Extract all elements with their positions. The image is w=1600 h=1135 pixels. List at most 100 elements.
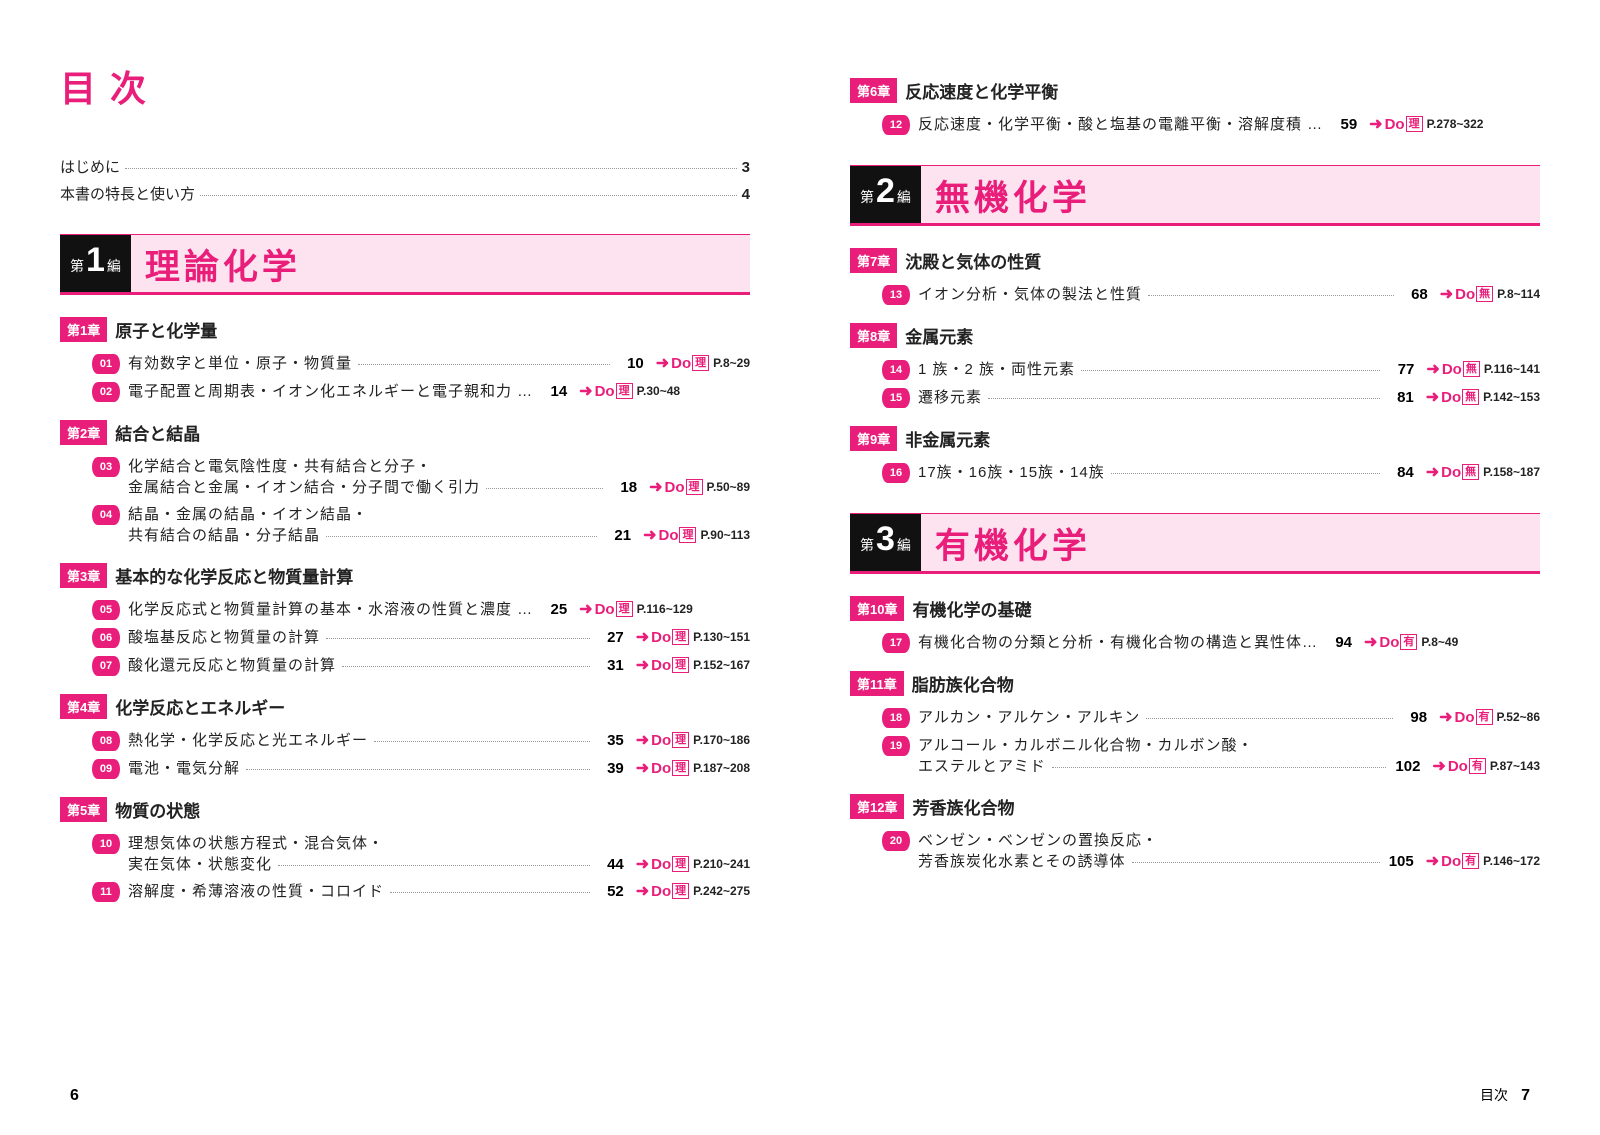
item-line: 化学結合と電気陰性度・共有結合と分子・ (128, 455, 750, 476)
ref-pages: P.116~129 (637, 602, 693, 616)
reference-link[interactable]: ➜ Do 理 P.130~151 (636, 627, 750, 647)
reference-link[interactable]: ➜ Do 有 P.8~49 (1364, 632, 1458, 652)
toc-item: 02電子配置と周期表・イオン化エネルギーと電子親和力 …14 ➜ Do 理 P.… (92, 380, 750, 402)
chapter-header: 第12章 芳香族化合物 (850, 794, 1540, 819)
arrow-icon: ➜ (643, 525, 656, 545)
part-header-bar: 第 2 編 無機化学 (850, 165, 1540, 226)
chapter-badge: 第1章 (60, 317, 107, 342)
item-page: 21 (603, 527, 631, 544)
item-number-badge: 01 (92, 354, 120, 374)
ref-do-label: Do (1441, 389, 1461, 406)
chapter-badge: 第4章 (60, 694, 107, 719)
arrow-icon: ➜ (1426, 387, 1439, 407)
reference-link[interactable]: ➜ Do 理 P.50~89 (649, 477, 750, 497)
item-body: 1 族・2 族・両性元素77 ➜ Do 無 P.116~141 (918, 358, 1540, 379)
main-title: 目次 (60, 60, 750, 112)
part-number: 2 (876, 174, 895, 208)
reference-link[interactable]: ➜ Do 理 P.90~113 (643, 525, 750, 545)
item-text: 有効数字と単位・原子・物質量 (128, 352, 352, 373)
reference-link[interactable]: ➜ Do 有 P.52~86 (1439, 707, 1540, 727)
reference-link[interactable]: ➜ Do 有 P.146~172 (1426, 851, 1540, 871)
item-text: イオン分析・気体の製法と性質 (918, 283, 1142, 304)
ref-tag: 理 (672, 657, 689, 673)
item-text: 1 族・2 族・両性元素 (918, 358, 1075, 379)
reference-link[interactable]: ➜ Do 理 P.152~167 (636, 655, 750, 675)
ref-tag: 理 (616, 383, 633, 399)
part-title: 理論化学 (131, 235, 750, 292)
item-page: 25 (539, 601, 567, 618)
toc-item: 01 有効数字と単位・原子・物質量10 ➜ Do 理 P.8~29 (92, 352, 750, 374)
chapter-badge: 第12章 (850, 794, 904, 819)
chapter-header: 第11章 脂肪族化合物 (850, 671, 1540, 696)
ref-do-label: Do (1441, 853, 1461, 870)
arrow-icon: ➜ (656, 353, 669, 373)
item-line: 有効数字と単位・原子・物質量10 ➜ Do 理 P.8~29 (128, 352, 750, 373)
part-number: 3 (876, 522, 895, 556)
reference-link[interactable]: ➜ Do 無 P.8~114 (1440, 284, 1540, 304)
item-page: 102 (1392, 758, 1420, 775)
arrow-icon: ➜ (636, 758, 649, 778)
reference-link[interactable]: ➜ Do 理 P.187~208 (636, 758, 750, 778)
ref-do-label: Do (1379, 634, 1399, 651)
chapter-title: 金属元素 (905, 323, 973, 348)
item-page: 94 (1324, 634, 1352, 651)
ref-do-label: Do (1455, 286, 1475, 303)
intro-row: はじめに 3 (60, 156, 750, 177)
arrow-icon: ➜ (636, 854, 649, 874)
toc-item: 08熱化学・化学反応と光エネルギー35 ➜ Do 理 P.170~186 (92, 729, 750, 751)
ref-do-label: Do (595, 601, 615, 618)
item-text: 有機化合物の分類と分析・有機化合物の構造と異性体… (918, 631, 1318, 652)
chapter-badge: 第11章 (850, 671, 904, 696)
item-body: 化学結合と電気陰性度・共有結合と分子・金属結合と金属・イオン結合・分子間で働く引… (128, 455, 750, 497)
reference-link[interactable]: ➜ Do 無 P.116~141 (1426, 359, 1540, 379)
chapter-title: 基本的な化学反応と物質量計算 (115, 563, 353, 588)
ref-do-label: Do (671, 355, 691, 372)
reference-link[interactable]: ➜ Do 理 P.30~48 (579, 381, 680, 401)
part-prefix: 第 (860, 535, 874, 555)
ref-tag: 有 (1462, 853, 1479, 869)
item-line: 反応速度・化学平衡・酸と塩基の電離平衡・溶解度積 …59 ➜ Do 理 P.27… (918, 113, 1540, 134)
part-suffix: 編 (897, 187, 911, 207)
item-number-badge: 19 (882, 736, 910, 756)
reference-link[interactable]: ➜ Do 理 P.170~186 (636, 730, 750, 750)
chapter-title: 物質の状態 (115, 797, 200, 822)
toc-item: 20ベンゼン・ベンゼンの置換反応・芳香族炭化水素とその誘導体105 ➜ Do 有… (882, 829, 1540, 871)
ref-tag: 無 (1476, 286, 1493, 302)
ref-tag: 理 (672, 629, 689, 645)
item-body: 電池・電気分解39 ➜ Do 理 P.187~208 (128, 757, 750, 778)
leader-dots (374, 741, 590, 742)
item-number-badge: 03 (92, 457, 120, 477)
item-page: 68 (1400, 286, 1428, 303)
item-line: 金属結合と金属・イオン結合・分子間で働く引力18 ➜ Do 理 P.50~89 (128, 476, 750, 497)
chapter-title: 有機化学の基礎 (912, 596, 1031, 621)
reference-link[interactable]: ➜ Do 無 P.142~153 (1426, 387, 1540, 407)
reference-link[interactable]: ➜ Do 有 P.87~143 (1432, 756, 1540, 776)
reference-link[interactable]: ➜ Do 理 P.116~129 (579, 599, 693, 619)
item-page: 44 (596, 856, 624, 873)
right-pre-chapters: 第6章 反応速度と化学平衡12反応速度・化学平衡・酸と塩基の電離平衡・溶解度積 … (850, 78, 1540, 135)
arrow-icon: ➜ (636, 881, 649, 901)
reference-link[interactable]: ➜ Do 理 P.278~322 (1369, 114, 1483, 134)
item-body: アルカン・アルケン・アルキン98 ➜ Do 有 P.52~86 (918, 706, 1540, 727)
item-text: 化学反応式と物質量計算の基本・水溶液の性質と濃度 … (128, 598, 533, 619)
ref-tag: 無 (1462, 389, 1479, 405)
reference-link[interactable]: ➜ Do 理 P.242~275 (636, 881, 750, 901)
item-number-badge: 12 (882, 115, 910, 135)
arrow-icon: ➜ (579, 381, 592, 401)
item-body: 反応速度・化学平衡・酸と塩基の電離平衡・溶解度積 …59 ➜ Do 理 P.27… (918, 113, 1540, 134)
ref-tag: 理 (679, 527, 696, 543)
arrow-icon: ➜ (636, 627, 649, 647)
ref-do-label: Do (651, 629, 671, 646)
ref-tag: 無 (1462, 464, 1479, 480)
ref-pages: P.90~113 (700, 528, 750, 542)
part-prefix: 第 (70, 256, 84, 276)
reference-link[interactable]: ➜ Do 理 P.8~29 (656, 353, 750, 373)
reference-link[interactable]: ➜ Do 無 P.158~187 (1426, 462, 1540, 482)
leader-dots (125, 168, 737, 169)
ref-tag: 有 (1469, 758, 1486, 774)
chapter-title: 芳香族化合物 (912, 794, 1014, 819)
left-page: 目次 はじめに 3本書の特長と使い方 4 第 1 編 理論化学第1章 原子と化学… (60, 60, 800, 1095)
chapter-header: 第4章 化学反応とエネルギー (60, 694, 750, 719)
ref-tag: 理 (672, 856, 689, 872)
reference-link[interactable]: ➜ Do 理 P.210~241 (636, 854, 750, 874)
